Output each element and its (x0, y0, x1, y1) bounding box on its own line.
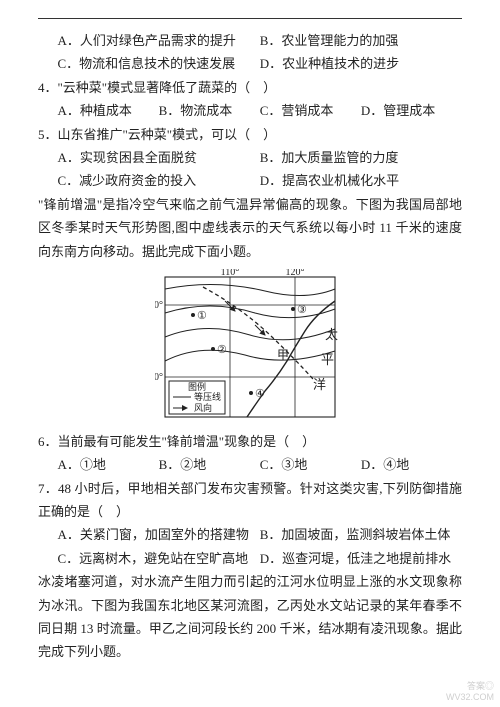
exam-page: A．人们对绿色产品需求的提升 B．农业管理能力的加强 C．物流和信息技术的快速发… (0, 0, 500, 672)
svg-text:图例: 图例 (188, 381, 206, 392)
passage-2: 冰凌堵塞河道，对水流产生阻力而引起的江河水位明显上涨的水文现象称为冰汛。下图为我… (38, 570, 462, 664)
q7-options-row2: C．远离树木，避免站在空旷高地 D．巡查河堤，低洼之地提前排水 (38, 547, 462, 570)
weather-map-figure: 110° 120° 40° 30° 太 平 洋 甲 ① (38, 269, 462, 424)
q5-option-b: B．加大质量监管的力度 (260, 146, 462, 169)
q4-option-a: A．种植成本 (58, 99, 159, 122)
q7-option-a: A．关紧门窗，加固室外的搭建物 (58, 523, 260, 546)
q3-option-a: A．人们对绿色产品需求的提升 (58, 29, 260, 52)
q6-option-b: B．②地 (159, 453, 260, 476)
svg-text:等压线: 等压线 (194, 391, 221, 402)
svg-text:洋: 洋 (313, 377, 326, 392)
q3-option-b: B．农业管理能力的加强 (260, 29, 462, 52)
watermark-line2: WV32.COM (446, 692, 494, 703)
watermark-line1: 答案◎ (467, 681, 494, 691)
q3-options-row2: C．物流和信息技术的快速发展 D．农业种植技术的进步 (38, 52, 462, 75)
q3-option-d: D．农业种植技术的进步 (260, 52, 462, 75)
q5-option-d: D．提高农业机械化水平 (260, 169, 462, 192)
svg-text:①: ① (197, 310, 207, 322)
q5-stem: 5．山东省推广"云种菜"模式，可以（ ） (38, 123, 462, 146)
q5-option-a: A．实现贫困县全面脱贫 (58, 146, 260, 169)
q6-option-a: A．①地 (58, 453, 159, 476)
svg-text:太: 太 (325, 327, 338, 342)
q3-option-c: C．物流和信息技术的快速发展 (58, 52, 260, 75)
q4-option-b: B．物流成本 (159, 99, 260, 122)
q3-options-row1: A．人们对绿色产品需求的提升 B．农业管理能力的加强 (38, 29, 462, 52)
q5-options-row2: C．减少政府资金的投入 D．提高农业机械化水平 (38, 169, 462, 192)
header-rule (38, 18, 462, 19)
q7-options-row1: A．关紧门窗，加固室外的搭建物 B．加固坡面，监测斜坡岩体土体 (38, 523, 462, 546)
q5-option-c: C．减少政府资金的投入 (58, 169, 260, 192)
q7-stem: 7．48 小时后，甲地相关部门发布灾害预警。针对这类灾害,下列防御措施正确的是（… (38, 477, 462, 524)
svg-text:平: 平 (321, 352, 334, 367)
q6-option-c: C．③地 (260, 453, 361, 476)
svg-text:甲: 甲 (277, 348, 289, 362)
svg-text:110°: 110° (221, 269, 240, 278)
q6-stem: 6．当前最有可能发生"锋前增温"现象的是（ ） (38, 430, 462, 453)
svg-text:40°: 40° (155, 300, 163, 311)
q4-option-d: D．管理成本 (361, 99, 462, 122)
watermark: 答案◎ WV32.COM (446, 681, 494, 703)
q4-options: A．种植成本 B．物流成本 C．营销成本 D．管理成本 (38, 99, 462, 122)
q7-option-b: B．加固坡面，监测斜坡岩体土体 (260, 523, 462, 546)
q7-option-c: C．远离树木，避免站在空旷高地 (58, 547, 260, 570)
q6-options: A．①地 B．②地 C．③地 D．④地 (38, 453, 462, 476)
svg-text:④: ④ (255, 388, 265, 400)
weather-map-svg: 110° 120° 40° 30° 太 平 洋 甲 ① (155, 269, 345, 424)
svg-text:120°: 120° (286, 269, 305, 278)
passage-1: "锋前增温"是指冷空气来临之前气温异常偏高的现象。下图为我国局部地区冬季某时天气… (38, 193, 462, 263)
q5-options-row1: A．实现贫困县全面脱贫 B．加大质量监管的力度 (38, 146, 462, 169)
q4-stem: 4．"云种菜"模式显著降低了蔬菜的（ ） (38, 76, 462, 99)
svg-text:②: ② (217, 344, 227, 356)
q4-option-c: C．营销成本 (260, 99, 361, 122)
svg-text:③: ③ (297, 304, 307, 316)
q7-option-d: D．巡查河堤，低洼之地提前排水 (260, 547, 462, 570)
svg-text:30°: 30° (155, 372, 163, 383)
svg-text:风向: 风向 (194, 402, 212, 413)
q6-option-d: D．④地 (361, 453, 462, 476)
